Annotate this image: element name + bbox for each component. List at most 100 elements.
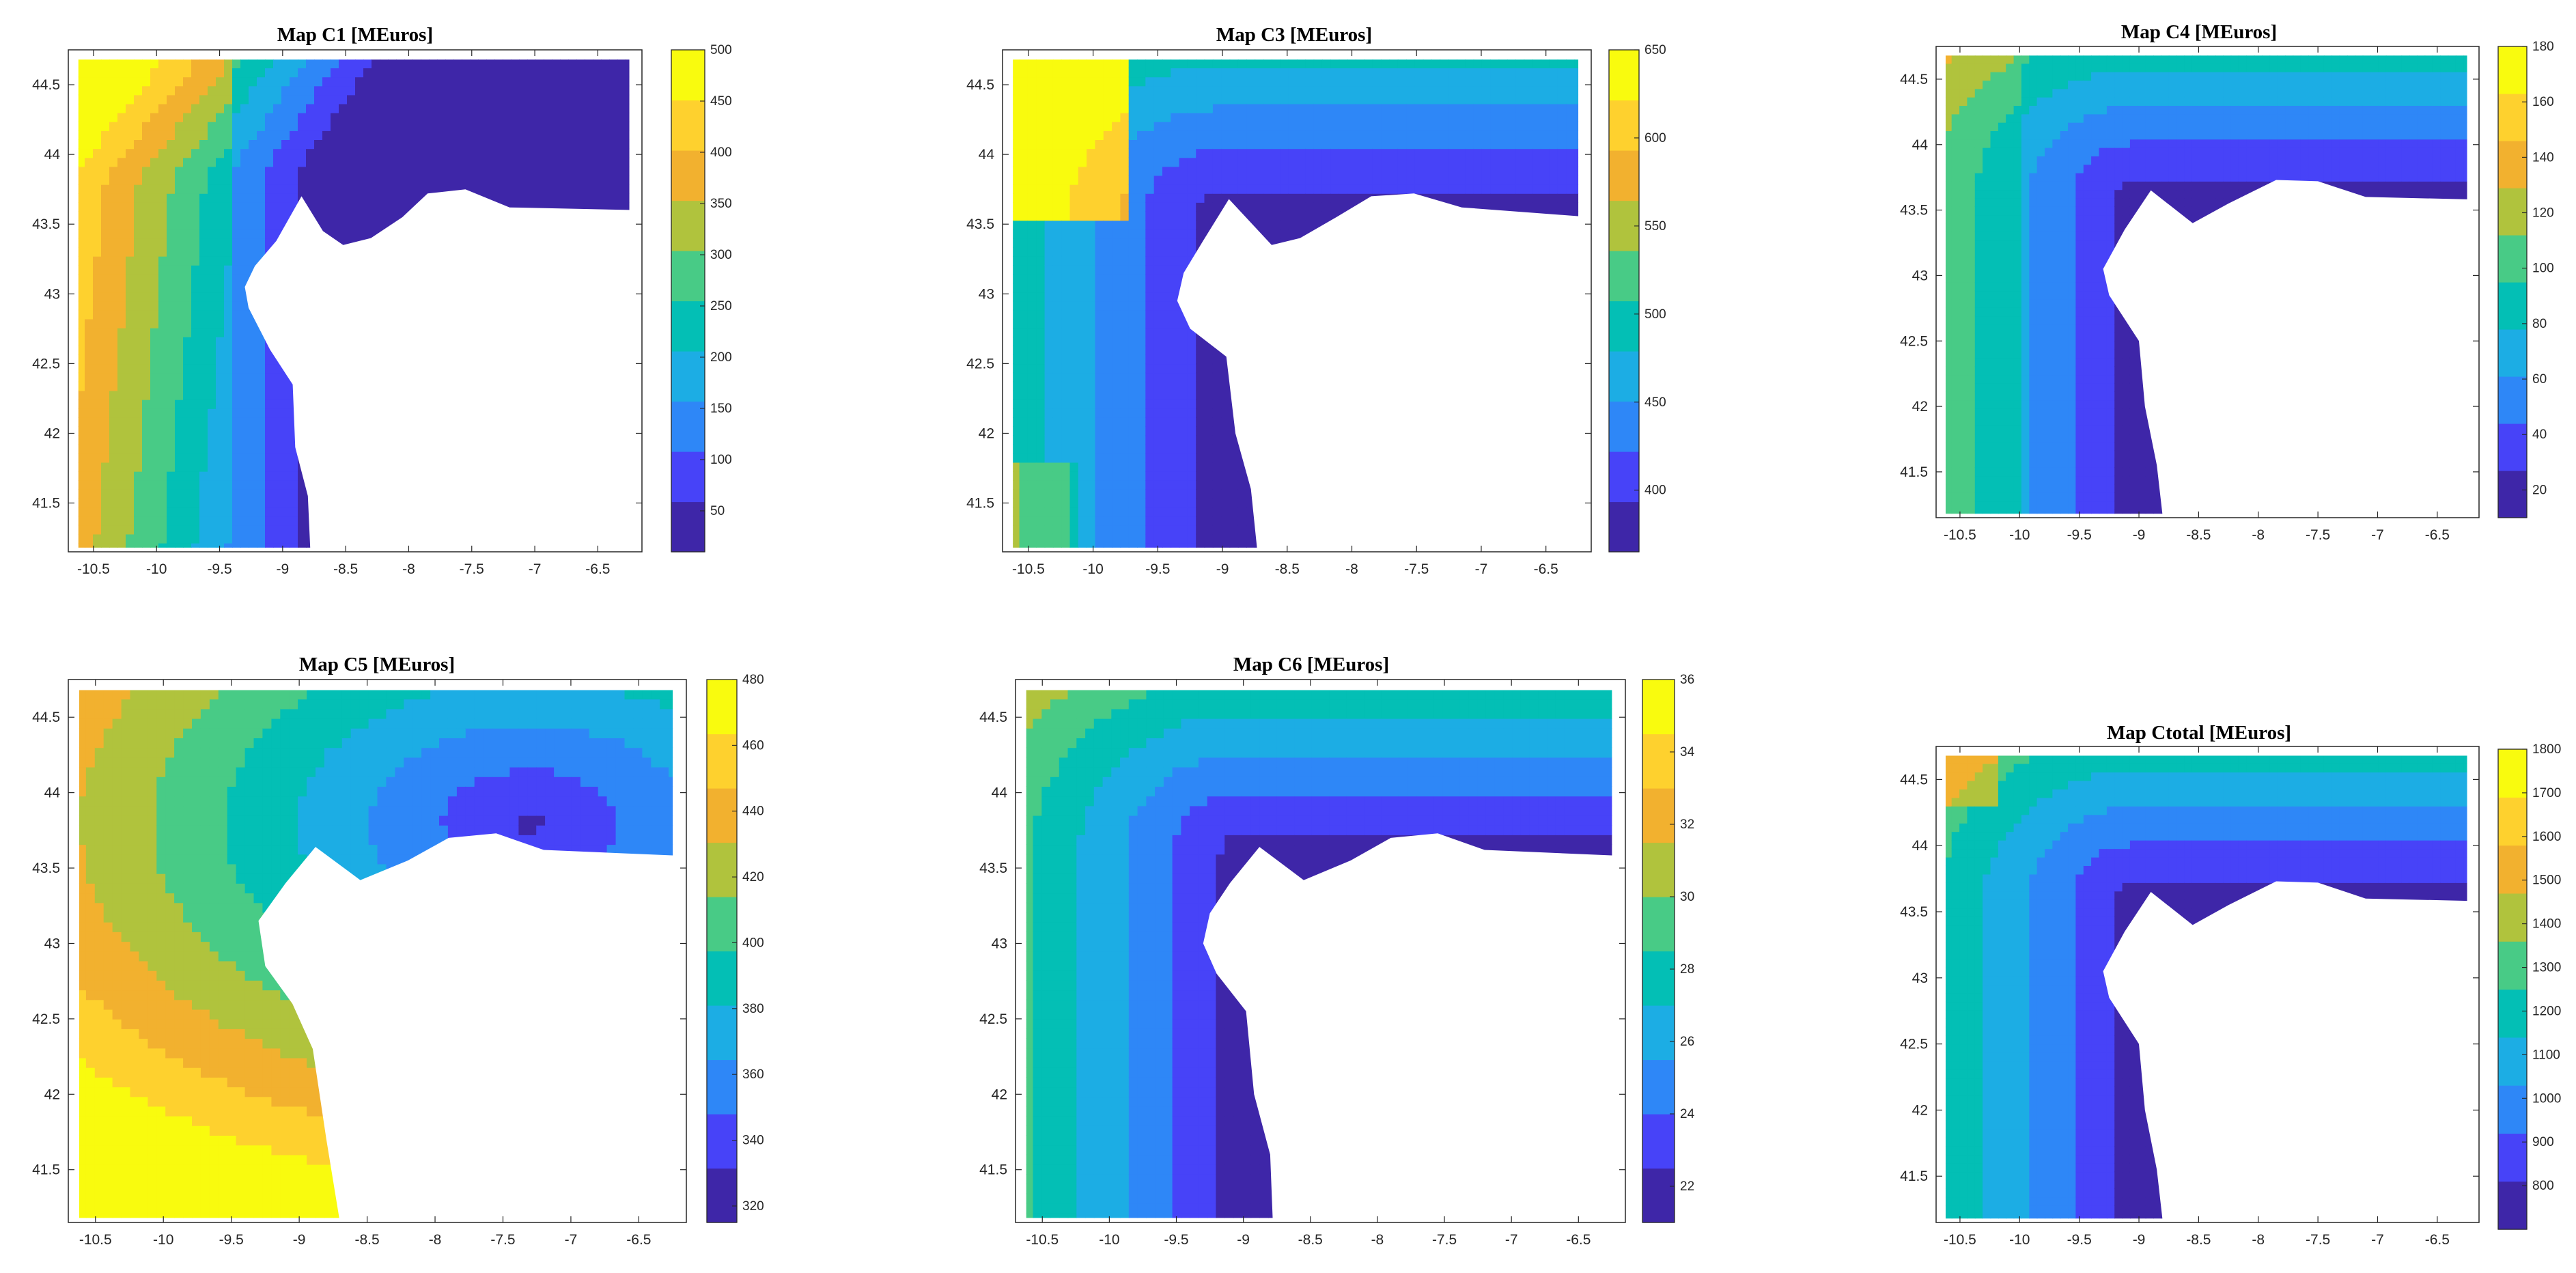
contour-cell: [109, 238, 118, 248]
contour-cell: [1128, 327, 1138, 337]
contour-cell: [175, 453, 184, 463]
contour-cell: [281, 175, 290, 185]
contour-cell: [126, 363, 135, 374]
contour-cell: [355, 94, 364, 104]
contour-cell: [1044, 462, 1054, 472]
contour-cell: [1061, 372, 1071, 382]
contour-cell: [1003, 426, 1011, 436]
contour-cell: [1112, 68, 1121, 78]
contour-cell: [1027, 274, 1037, 283]
contour-cell: [109, 480, 118, 490]
contour-cell: [1019, 274, 1028, 283]
y-tick-label: 44: [44, 147, 61, 163]
contour-cell: [232, 381, 241, 391]
contour-cell: [257, 390, 266, 400]
contour-cell: [78, 354, 85, 365]
contour-cell: [1069, 166, 1079, 176]
contour-cell: [445, 175, 454, 185]
contour-cell: [68, 337, 77, 346]
contour-cell: [167, 480, 176, 490]
contour-cell: [1003, 211, 1011, 221]
contour-cell: [273, 122, 282, 131]
contour-cell: [232, 435, 241, 445]
contour-cell: [265, 426, 274, 436]
contour-cell: [224, 211, 233, 221]
contour-cell: [240, 202, 249, 212]
contour-cell: [1128, 103, 1138, 113]
contour-cell: [199, 480, 208, 490]
contour-cell: [1120, 354, 1130, 365]
contour-cell: [1087, 489, 1096, 499]
contour-cell: [273, 417, 282, 427]
contour-cell: [232, 318, 241, 328]
contour-cell: [1052, 247, 1062, 257]
contour-cell: [1052, 346, 1062, 355]
contour-cell: [322, 76, 331, 87]
contour-cell: [216, 238, 225, 248]
contour-cell: [183, 381, 192, 391]
contour-cell: [142, 238, 151, 248]
contour-cell: [1036, 130, 1046, 140]
contour-cell: [68, 346, 77, 355]
contour-cell: [126, 59, 135, 68]
contour-cell: [1052, 238, 1062, 248]
contour-cell: [85, 274, 94, 283]
contour-cell: [486, 166, 495, 176]
contour-cell: [445, 130, 454, 140]
contour-cell: [183, 471, 192, 481]
contour-cell: [265, 363, 274, 374]
contour-cell: [412, 103, 421, 113]
contour-cell: [1095, 292, 1104, 302]
contour-cell: [93, 130, 102, 140]
contour-cell: [1003, 346, 1011, 355]
contour-cell: [93, 346, 102, 355]
contour-cell: [1095, 148, 1104, 158]
contour-cell: [462, 59, 471, 68]
contour-cell: [1078, 211, 1087, 221]
contour-cell: [126, 327, 135, 337]
contour-cell: [478, 94, 487, 104]
contour-cell: [1013, 265, 1020, 275]
contour-cell: [437, 122, 446, 131]
contour-cell: [183, 122, 192, 131]
contour-cell: [224, 175, 233, 185]
x-tick-label: -8.5: [333, 561, 358, 577]
contour-cell: [1044, 417, 1054, 427]
contour-cell: [486, 85, 495, 96]
contour-cell: [68, 104, 77, 113]
contour-cell: [314, 175, 323, 185]
contour-cell: [199, 202, 208, 212]
contour-cell: [249, 157, 257, 167]
contour-cell: [1061, 453, 1071, 463]
contour-cell: [437, 148, 446, 158]
contour-cell: [1145, 309, 1155, 320]
contour-cell: [85, 381, 94, 391]
contour-cell: [1013, 498, 1020, 508]
contour-cell: [1078, 274, 1087, 283]
contour-cell: [191, 265, 200, 275]
contour-cell: [601, 122, 610, 131]
contour-cell: [1069, 417, 1079, 427]
contour-cell: [494, 130, 503, 140]
contour-cell: [224, 408, 233, 418]
contour-cell: [1027, 507, 1037, 517]
contour-cell: [216, 283, 225, 293]
contour-cell: [1027, 462, 1037, 472]
contour-cell: [1078, 193, 1087, 203]
contour-cell: [232, 390, 241, 400]
contour-cell: [593, 76, 602, 87]
contour-cell: [142, 542, 151, 548]
contour-cell: [1044, 408, 1054, 418]
contour-cell: [101, 229, 110, 239]
contour-cell: [150, 148, 159, 158]
contour-cell: [273, 533, 282, 544]
contour-cell: [396, 50, 405, 59]
contour-cell: [224, 390, 233, 400]
contour-cell: [117, 50, 126, 59]
contour-cell: [1036, 480, 1046, 490]
contour-cell: [339, 148, 348, 158]
contour-cell: [167, 318, 176, 328]
contour-cell: [1019, 59, 1028, 68]
contour-cell: [216, 435, 225, 445]
contour-cell: [1036, 318, 1046, 328]
